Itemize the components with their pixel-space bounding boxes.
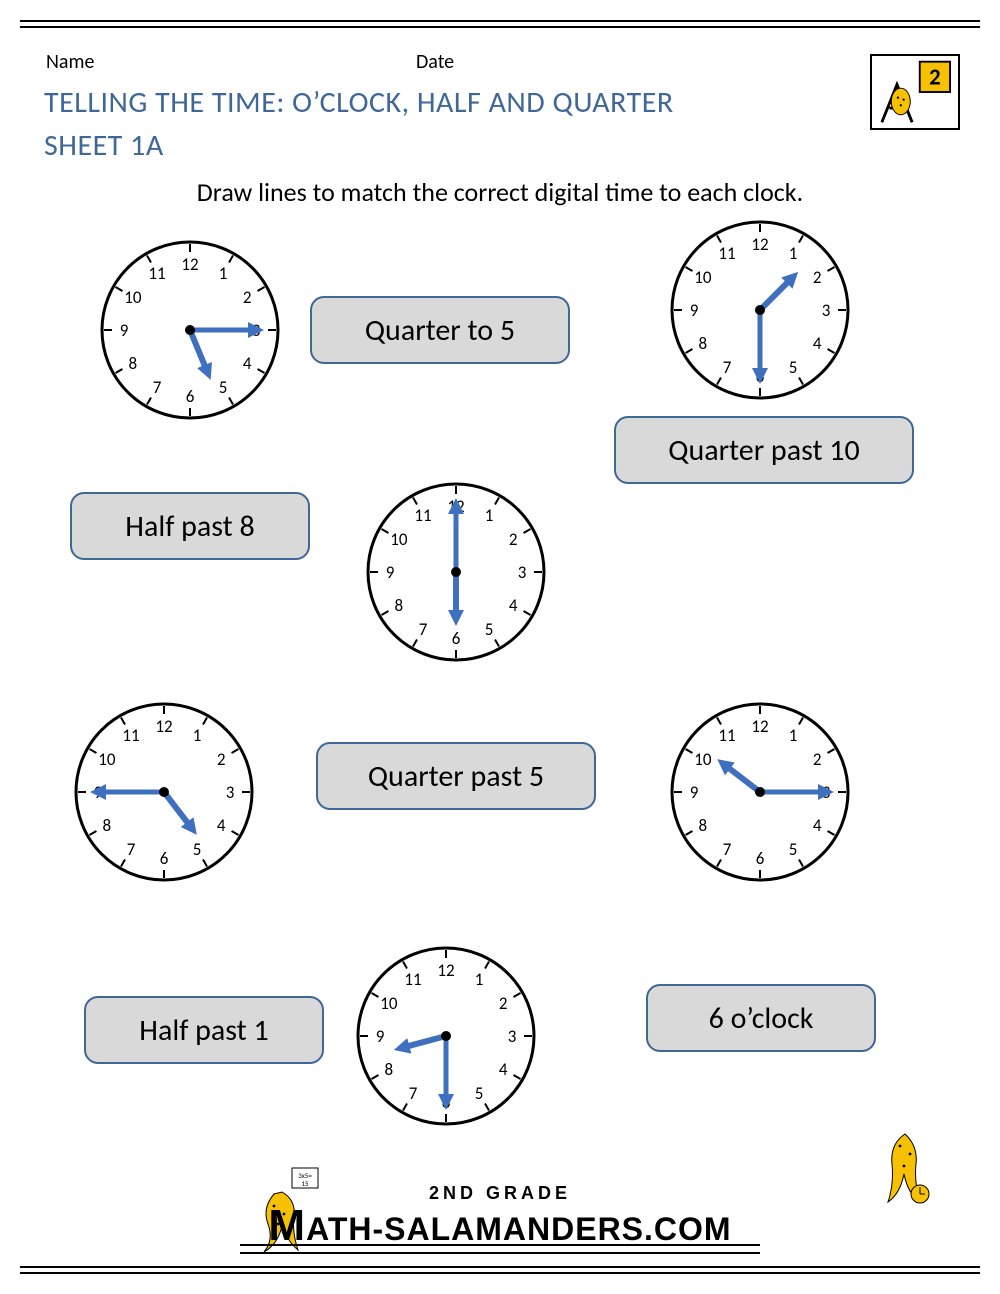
svg-text:7: 7 bbox=[409, 1083, 418, 1104]
svg-text:2: 2 bbox=[813, 267, 822, 288]
svg-text:2: 2 bbox=[509, 529, 518, 550]
clock-c6: 123456789101112 bbox=[352, 942, 540, 1130]
svg-text:2: 2 bbox=[499, 993, 508, 1014]
grade-badge: 2 bbox=[929, 63, 941, 91]
svg-text:8: 8 bbox=[395, 595, 404, 616]
name-date-row: Name Date bbox=[46, 50, 954, 74]
svg-text:3: 3 bbox=[226, 782, 235, 803]
svg-text:12: 12 bbox=[751, 234, 768, 255]
svg-text:1: 1 bbox=[789, 725, 798, 746]
svg-text:4: 4 bbox=[509, 595, 518, 616]
date-label: Date bbox=[416, 50, 454, 74]
svg-text:10: 10 bbox=[694, 267, 712, 288]
time-label-p2: Quarter past 10 bbox=[614, 416, 914, 484]
svg-text:6: 6 bbox=[452, 628, 461, 649]
bottom-rule-2 bbox=[20, 1266, 980, 1268]
svg-text:5: 5 bbox=[475, 1083, 484, 1104]
svg-text:3: 3 bbox=[822, 300, 831, 321]
title-line-1: TELLING THE TIME: O’CLOCK, HALF AND QUAR… bbox=[44, 84, 840, 121]
svg-text:7: 7 bbox=[723, 357, 732, 378]
time-label-p1: Quarter to 5 bbox=[310, 296, 570, 364]
footer: 2ND GRADE MATH-SALAMANDERS.COM bbox=[0, 1184, 1000, 1254]
svg-text:11: 11 bbox=[122, 725, 139, 746]
svg-text:4: 4 bbox=[499, 1059, 508, 1080]
svg-text:10: 10 bbox=[380, 993, 398, 1014]
time-label-p5: Half past 1 bbox=[84, 996, 324, 1064]
svg-text:1: 1 bbox=[219, 263, 228, 284]
svg-text:1: 1 bbox=[485, 505, 494, 526]
clock-c1: 123456789101112 bbox=[96, 236, 284, 424]
clock-c3: 123456789101112 bbox=[362, 478, 550, 666]
bottom-rule bbox=[20, 1272, 980, 1274]
svg-text:1: 1 bbox=[789, 243, 798, 264]
svg-text:9: 9 bbox=[386, 562, 395, 583]
svg-text:8: 8 bbox=[385, 1059, 394, 1080]
svg-text:12: 12 bbox=[181, 254, 198, 275]
time-label-p4: Quarter past 5 bbox=[316, 742, 596, 810]
svg-text:8: 8 bbox=[699, 815, 708, 836]
svg-text:11: 11 bbox=[404, 969, 421, 990]
instructions: Draw lines to match the correct digital … bbox=[0, 176, 1000, 208]
svg-text:6: 6 bbox=[756, 848, 765, 869]
svg-text:8: 8 bbox=[103, 815, 112, 836]
svg-text:5: 5 bbox=[193, 839, 202, 860]
top-rule bbox=[20, 20, 980, 22]
svg-text:2: 2 bbox=[217, 749, 226, 770]
svg-text:7: 7 bbox=[127, 839, 136, 860]
svg-text:4: 4 bbox=[813, 815, 822, 836]
svg-text:8: 8 bbox=[129, 353, 138, 374]
clock-c2: 123456789101112 bbox=[666, 216, 854, 404]
top-rule-2 bbox=[20, 26, 980, 28]
svg-text:5: 5 bbox=[789, 357, 798, 378]
worksheet-page: Name Date 2 TELLING THE TIME: O’CLOCK, H… bbox=[0, 0, 1000, 1294]
svg-text:4: 4 bbox=[243, 353, 252, 374]
svg-text:12: 12 bbox=[155, 716, 172, 737]
svg-text:3: 3 bbox=[518, 562, 527, 583]
svg-text:11: 11 bbox=[148, 263, 165, 284]
svg-text:9: 9 bbox=[376, 1026, 385, 1047]
svg-text:7: 7 bbox=[419, 619, 428, 640]
brand-logo: 2 bbox=[870, 54, 960, 130]
svg-text:6: 6 bbox=[186, 386, 195, 407]
svg-text:5: 5 bbox=[219, 377, 228, 398]
svg-text:9: 9 bbox=[120, 320, 129, 341]
svg-text:12: 12 bbox=[751, 716, 768, 737]
clock-c4: 123456789101112 bbox=[70, 698, 258, 886]
svg-text:11: 11 bbox=[718, 243, 735, 264]
svg-text:1: 1 bbox=[193, 725, 202, 746]
svg-text:6: 6 bbox=[160, 848, 169, 869]
svg-text:9: 9 bbox=[690, 300, 699, 321]
svg-text:2: 2 bbox=[813, 749, 822, 770]
time-label-p3: Half past 8 bbox=[70, 492, 310, 560]
svg-text:4: 4 bbox=[217, 815, 226, 836]
clock-c5: 123456789101112 bbox=[666, 698, 854, 886]
svg-text:2: 2 bbox=[243, 287, 252, 308]
footer-rule bbox=[240, 1252, 760, 1254]
svg-text:10: 10 bbox=[694, 749, 712, 770]
svg-text:7: 7 bbox=[153, 377, 162, 398]
svg-text:9: 9 bbox=[690, 782, 699, 803]
svg-text:7: 7 bbox=[723, 839, 732, 860]
svg-text:3: 3 bbox=[508, 1026, 517, 1047]
footer-brand: MATH-SALAMANDERS.COM bbox=[0, 1204, 1000, 1248]
svg-text:4: 4 bbox=[813, 333, 822, 354]
svg-text:10: 10 bbox=[390, 529, 408, 550]
svg-text:8: 8 bbox=[699, 333, 708, 354]
svg-text:11: 11 bbox=[718, 725, 735, 746]
svg-text:10: 10 bbox=[98, 749, 116, 770]
time-label-p6: 6 o’clock bbox=[646, 984, 876, 1052]
svg-text:10: 10 bbox=[124, 287, 142, 308]
name-label: Name bbox=[46, 50, 94, 74]
worksheet-title: TELLING THE TIME: O’CLOCK, HALF AND QUAR… bbox=[44, 84, 840, 164]
footer-grade: 2ND GRADE bbox=[0, 1184, 1000, 1202]
svg-text:1: 1 bbox=[475, 969, 484, 990]
svg-text:5: 5 bbox=[789, 839, 798, 860]
svg-text:12: 12 bbox=[437, 960, 454, 981]
svg-text:5: 5 bbox=[485, 619, 494, 640]
title-line-2: SHEET 1A bbox=[44, 127, 840, 164]
svg-text:11: 11 bbox=[414, 505, 431, 526]
